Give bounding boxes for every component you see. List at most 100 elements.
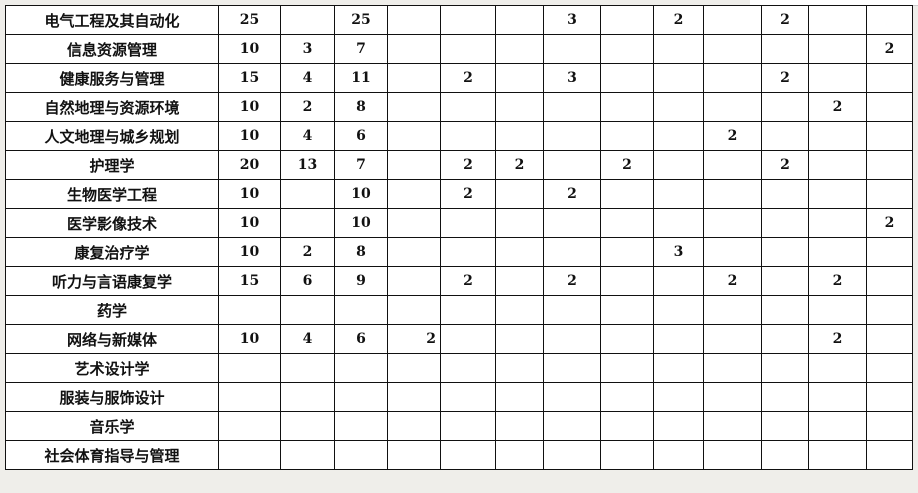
- value-cell: [703, 324, 762, 354]
- value-cell: [280, 440, 335, 470]
- value-cell: 4: [280, 121, 335, 151]
- value-cell: 2: [703, 121, 762, 151]
- value-cell: [600, 34, 654, 64]
- table-row: 听力与言语康复学 15 6 9 2 2 2 2: [5, 266, 913, 296]
- table-row: 信息资源管理 10 3 7 2: [5, 34, 913, 64]
- value-cell: 3: [280, 34, 335, 64]
- value-cell: 10: [334, 208, 388, 238]
- value-cell: [866, 382, 913, 412]
- value-cell: [543, 411, 601, 441]
- major-name-cell: 电气工程及其自动化: [5, 5, 219, 35]
- value-cell: [808, 353, 867, 383]
- value-cell: 8: [334, 92, 388, 122]
- value-cell: [761, 353, 809, 383]
- value-cell: [808, 237, 867, 267]
- enrollment-table: 电气工程及其自动化 25 25 3 2 2 信息资源管理 10 3 7 2 健康服务与管理 15 4 11 2…: [5, 5, 913, 470]
- value-cell: [703, 208, 762, 238]
- value-cell: [334, 295, 388, 325]
- value-cell: [440, 208, 496, 238]
- value-cell: [761, 208, 809, 238]
- value-cell: [653, 440, 704, 470]
- value-cell: [334, 382, 388, 412]
- value-cell: [761, 92, 809, 122]
- major-name-cell: 康复治疗学: [5, 237, 219, 267]
- value-cell: [543, 237, 601, 267]
- value-cell: 10: [218, 208, 281, 238]
- value-cell: [440, 237, 496, 267]
- value-cell: 2: [440, 179, 496, 209]
- value-cell: [808, 5, 867, 35]
- value-cell: [387, 63, 441, 93]
- major-name-cell: 人文地理与城乡规划: [5, 121, 219, 151]
- value-cell: [387, 34, 441, 64]
- major-name-cell: 药学: [5, 295, 219, 325]
- value-cell: 2: [761, 150, 809, 180]
- value-cell: [866, 5, 913, 35]
- value-cell: 7: [334, 34, 388, 64]
- value-cell: [543, 150, 601, 180]
- value-cell: [280, 382, 335, 412]
- value-cell: [495, 179, 544, 209]
- value-cell: [334, 411, 388, 441]
- value-cell: [600, 324, 654, 354]
- value-cell: [808, 382, 867, 412]
- value-cell: [808, 208, 867, 238]
- value-cell: [387, 5, 441, 35]
- value-cell: [703, 34, 762, 64]
- value-cell: [440, 411, 496, 441]
- value-cell: [866, 121, 913, 151]
- major-name-cell: 艺术设计学: [5, 353, 219, 383]
- value-cell: [703, 5, 762, 35]
- value-cell: [866, 179, 913, 209]
- major-name-cell: 生物医学工程: [5, 179, 219, 209]
- value-cell: [495, 208, 544, 238]
- value-cell: [866, 440, 913, 470]
- major-name-cell: 自然地理与资源环境: [5, 92, 219, 122]
- value-cell: [280, 5, 335, 35]
- value-cell: [387, 440, 441, 470]
- value-cell: [808, 150, 867, 180]
- value-cell: 4: [280, 63, 335, 93]
- value-cell: 2: [495, 150, 544, 180]
- value-cell: [761, 237, 809, 267]
- value-cell: [600, 237, 654, 267]
- major-name-cell: 服装与服饰设计: [5, 382, 219, 412]
- value-cell: [600, 411, 654, 441]
- value-cell: [761, 411, 809, 441]
- table-row: 音乐学: [5, 411, 913, 441]
- value-cell: 2: [808, 266, 867, 296]
- value-cell: 15: [218, 63, 281, 93]
- value-cell: [703, 440, 762, 470]
- value-cell: [543, 121, 601, 151]
- value-cell: [440, 295, 496, 325]
- value-cell: 2: [543, 179, 601, 209]
- value-cell: [440, 353, 496, 383]
- value-cell: [808, 121, 867, 151]
- value-cell: [543, 34, 601, 64]
- value-cell: 11: [334, 63, 388, 93]
- value-cell: 2: [866, 34, 913, 64]
- value-cell: [600, 440, 654, 470]
- value-cell: 2: [280, 92, 335, 122]
- value-cell: [334, 353, 388, 383]
- value-cell: [703, 411, 762, 441]
- value-cell: [543, 353, 601, 383]
- value-cell: [600, 179, 654, 209]
- value-cell: 2: [653, 5, 704, 35]
- major-name-cell: 听力与言语康复学: [5, 266, 219, 296]
- major-name-cell: 音乐学: [5, 411, 219, 441]
- value-cell: [543, 324, 601, 354]
- value-cell: [280, 179, 335, 209]
- value-cell: [761, 295, 809, 325]
- value-cell: [495, 34, 544, 64]
- value-cell: 7: [334, 150, 388, 180]
- value-cell: 10: [218, 179, 281, 209]
- value-cell: [440, 382, 496, 412]
- value-cell: [543, 208, 601, 238]
- value-cell: [387, 92, 441, 122]
- value-cell: [543, 92, 601, 122]
- value-cell: 4: [280, 324, 335, 354]
- value-cell: [761, 324, 809, 354]
- value-cell: [334, 440, 388, 470]
- value-cell: [866, 150, 913, 180]
